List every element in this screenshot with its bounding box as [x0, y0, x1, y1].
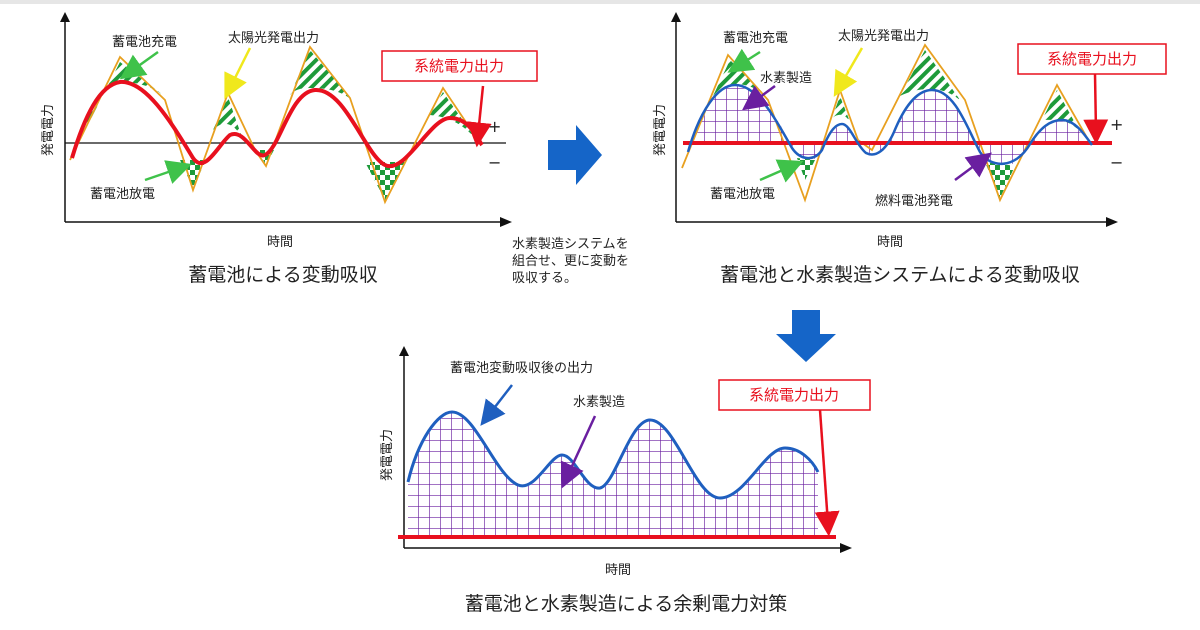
battery-charge-area — [697, 60, 765, 130]
after-output-arrow — [480, 384, 513, 426]
grid-label-box — [381, 50, 538, 82]
x-axis-arrow — [500, 217, 512, 227]
discharge-arrow — [144, 160, 192, 184]
discharge-arrow — [759, 159, 804, 183]
battery-smoothed-curve — [686, 83, 1094, 166]
discharge-label: 蓄電池放電 — [710, 187, 775, 202]
charge-label: 蓄電池充電 — [723, 30, 788, 46]
panel-battery-hydrogen-absorption: 蓄電池充電 太陽光発電出力 水素製造 系統電力出力 蓄電池放電 燃料電池発電 +… — [653, 12, 1167, 286]
panel-caption: 蓄電池と水素製造システムによる変動吸収 — [720, 264, 1080, 286]
battery-charge-area — [290, 50, 352, 100]
panel-caption: 蓄電池と水素製造による余剰電力対策 — [465, 593, 787, 615]
charge-arrow — [727, 48, 761, 73]
transition-arrow-right — [548, 125, 602, 185]
y-axis-arrow — [60, 12, 70, 22]
plus-sign: + — [488, 117, 501, 136]
y-axis-label: 発電電力 — [380, 429, 395, 481]
solar-output-line — [69, 45, 481, 205]
battery-discharge-area — [985, 162, 1015, 198]
battery-charge-area — [75, 62, 163, 150]
hydrogen-arrow — [560, 415, 597, 489]
after-output-label: 蓄電池変動吸収後の出力 — [450, 360, 593, 376]
y-axis-arrow — [399, 346, 409, 356]
x-axis-arrow — [840, 543, 852, 553]
solar-label: 太陽光発電出力 — [838, 29, 929, 44]
grid-label: 系統電力出力 — [1047, 50, 1137, 68]
battery-discharge-area — [365, 162, 405, 200]
panel-caption: 蓄電池による変動吸収 — [188, 264, 377, 286]
discharge-label: 蓄電池放電 — [90, 187, 155, 202]
grid-arrow — [1083, 73, 1109, 145]
top-border — [0, 0, 1200, 4]
battery-charge-area — [832, 96, 850, 122]
transition-arrow-down — [776, 310, 836, 362]
grid-arrow — [466, 85, 492, 148]
solar-label: 太陽光発電出力 — [228, 31, 319, 46]
grid-label-box — [718, 379, 871, 411]
y-axis-label: 発電電力 — [41, 104, 56, 156]
battery-charge-area — [213, 97, 243, 140]
charge-arrow — [119, 50, 159, 80]
y-axis-label: 発電電力 — [653, 104, 668, 156]
panel-surplus-power-countermeasure: 蓄電池変動吸収後の出力 水素製造 系統電力出力 発電電力 時間 蓄電池と水素製造… — [380, 346, 871, 615]
hydrogen-label: 水素製造 — [760, 71, 812, 86]
note-line: 組合せ、更に変動を — [512, 253, 629, 269]
y-axis-arrow — [671, 12, 681, 22]
minus-sign: − — [488, 153, 501, 172]
explanatory-note: 水素製造システムを 組合せ、更に変動を 吸収する。 — [512, 237, 629, 286]
solar-arrow — [833, 47, 864, 97]
plus-sign: + — [1110, 115, 1123, 134]
note-line: 水素製造システムを — [512, 237, 629, 252]
hydrogen-production-area — [690, 85, 790, 143]
fuel-cell-label: 燃料電池発電 — [875, 193, 953, 209]
x-axis-arrow — [1106, 217, 1118, 227]
x-axis-label: 時間 — [605, 563, 631, 578]
panel-battery-absorption: 蓄電池充電 太陽光発電出力 系統電力出力 蓄電池放電 + − 発電電力 時間 蓄… — [41, 12, 538, 286]
minus-sign: − — [1110, 153, 1123, 172]
grid-label: 系統電力出力 — [749, 386, 839, 404]
grid-arrow — [814, 409, 840, 537]
hydrogen-production-area — [1030, 120, 1088, 143]
charge-label: 蓄電池充電 — [112, 34, 177, 50]
battery-smoothed-curve — [406, 410, 820, 500]
x-axis-label: 時間 — [877, 235, 903, 250]
fuel-cell-arrow — [954, 152, 993, 182]
grid-output-curve — [70, 79, 484, 169]
note-line: 吸収する。 — [512, 271, 577, 286]
hydrogen-label: 水素製造 — [573, 395, 625, 410]
grid-label-box — [1017, 43, 1167, 75]
grid-label: 系統電力出力 — [414, 57, 504, 75]
battery-charge-area — [900, 50, 960, 100]
x-axis-label: 時間 — [267, 235, 293, 250]
solar-arrow — [224, 47, 252, 100]
hydrogen-arrow — [741, 84, 776, 111]
